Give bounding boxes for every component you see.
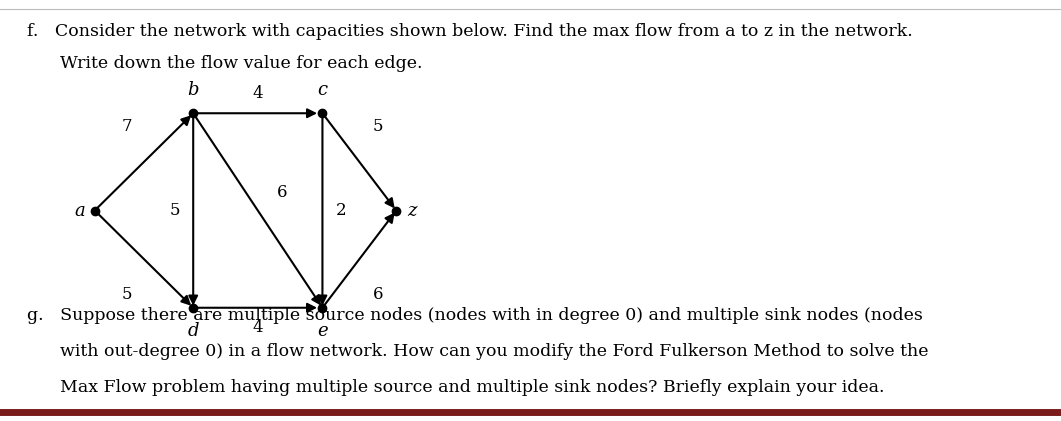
Text: 2: 2 [335, 202, 346, 219]
Text: c: c [317, 81, 328, 99]
Text: a: a [74, 202, 85, 219]
Text: 6: 6 [277, 184, 288, 201]
Text: 7: 7 [121, 118, 132, 135]
Text: z: z [407, 202, 416, 219]
Text: e: e [317, 322, 328, 340]
Text: 6: 6 [372, 286, 383, 303]
Text: with out-degree 0) in a flow network. How can you modify the Ford Fulkerson Meth: with out-degree 0) in a flow network. Ho… [27, 343, 928, 360]
Text: 5: 5 [170, 202, 180, 219]
Text: g.   Suppose there are multiple source nodes (nodes with in degree 0) and multip: g. Suppose there are multiple source nod… [27, 307, 922, 324]
Text: 5: 5 [122, 286, 132, 303]
Text: 4: 4 [253, 319, 263, 336]
Text: 5: 5 [372, 118, 383, 135]
Text: f.   Consider the network with capacities shown below. Find the max flow from a : f. Consider the network with capacities … [27, 23, 912, 40]
Text: Max Flow problem having multiple source and multiple sink nodes? Briefly explain: Max Flow problem having multiple source … [27, 379, 884, 396]
Text: Write down the flow value for each edge.: Write down the flow value for each edge. [27, 55, 422, 72]
Text: b: b [188, 81, 199, 99]
Text: 4: 4 [253, 85, 263, 102]
Text: d: d [188, 322, 199, 340]
